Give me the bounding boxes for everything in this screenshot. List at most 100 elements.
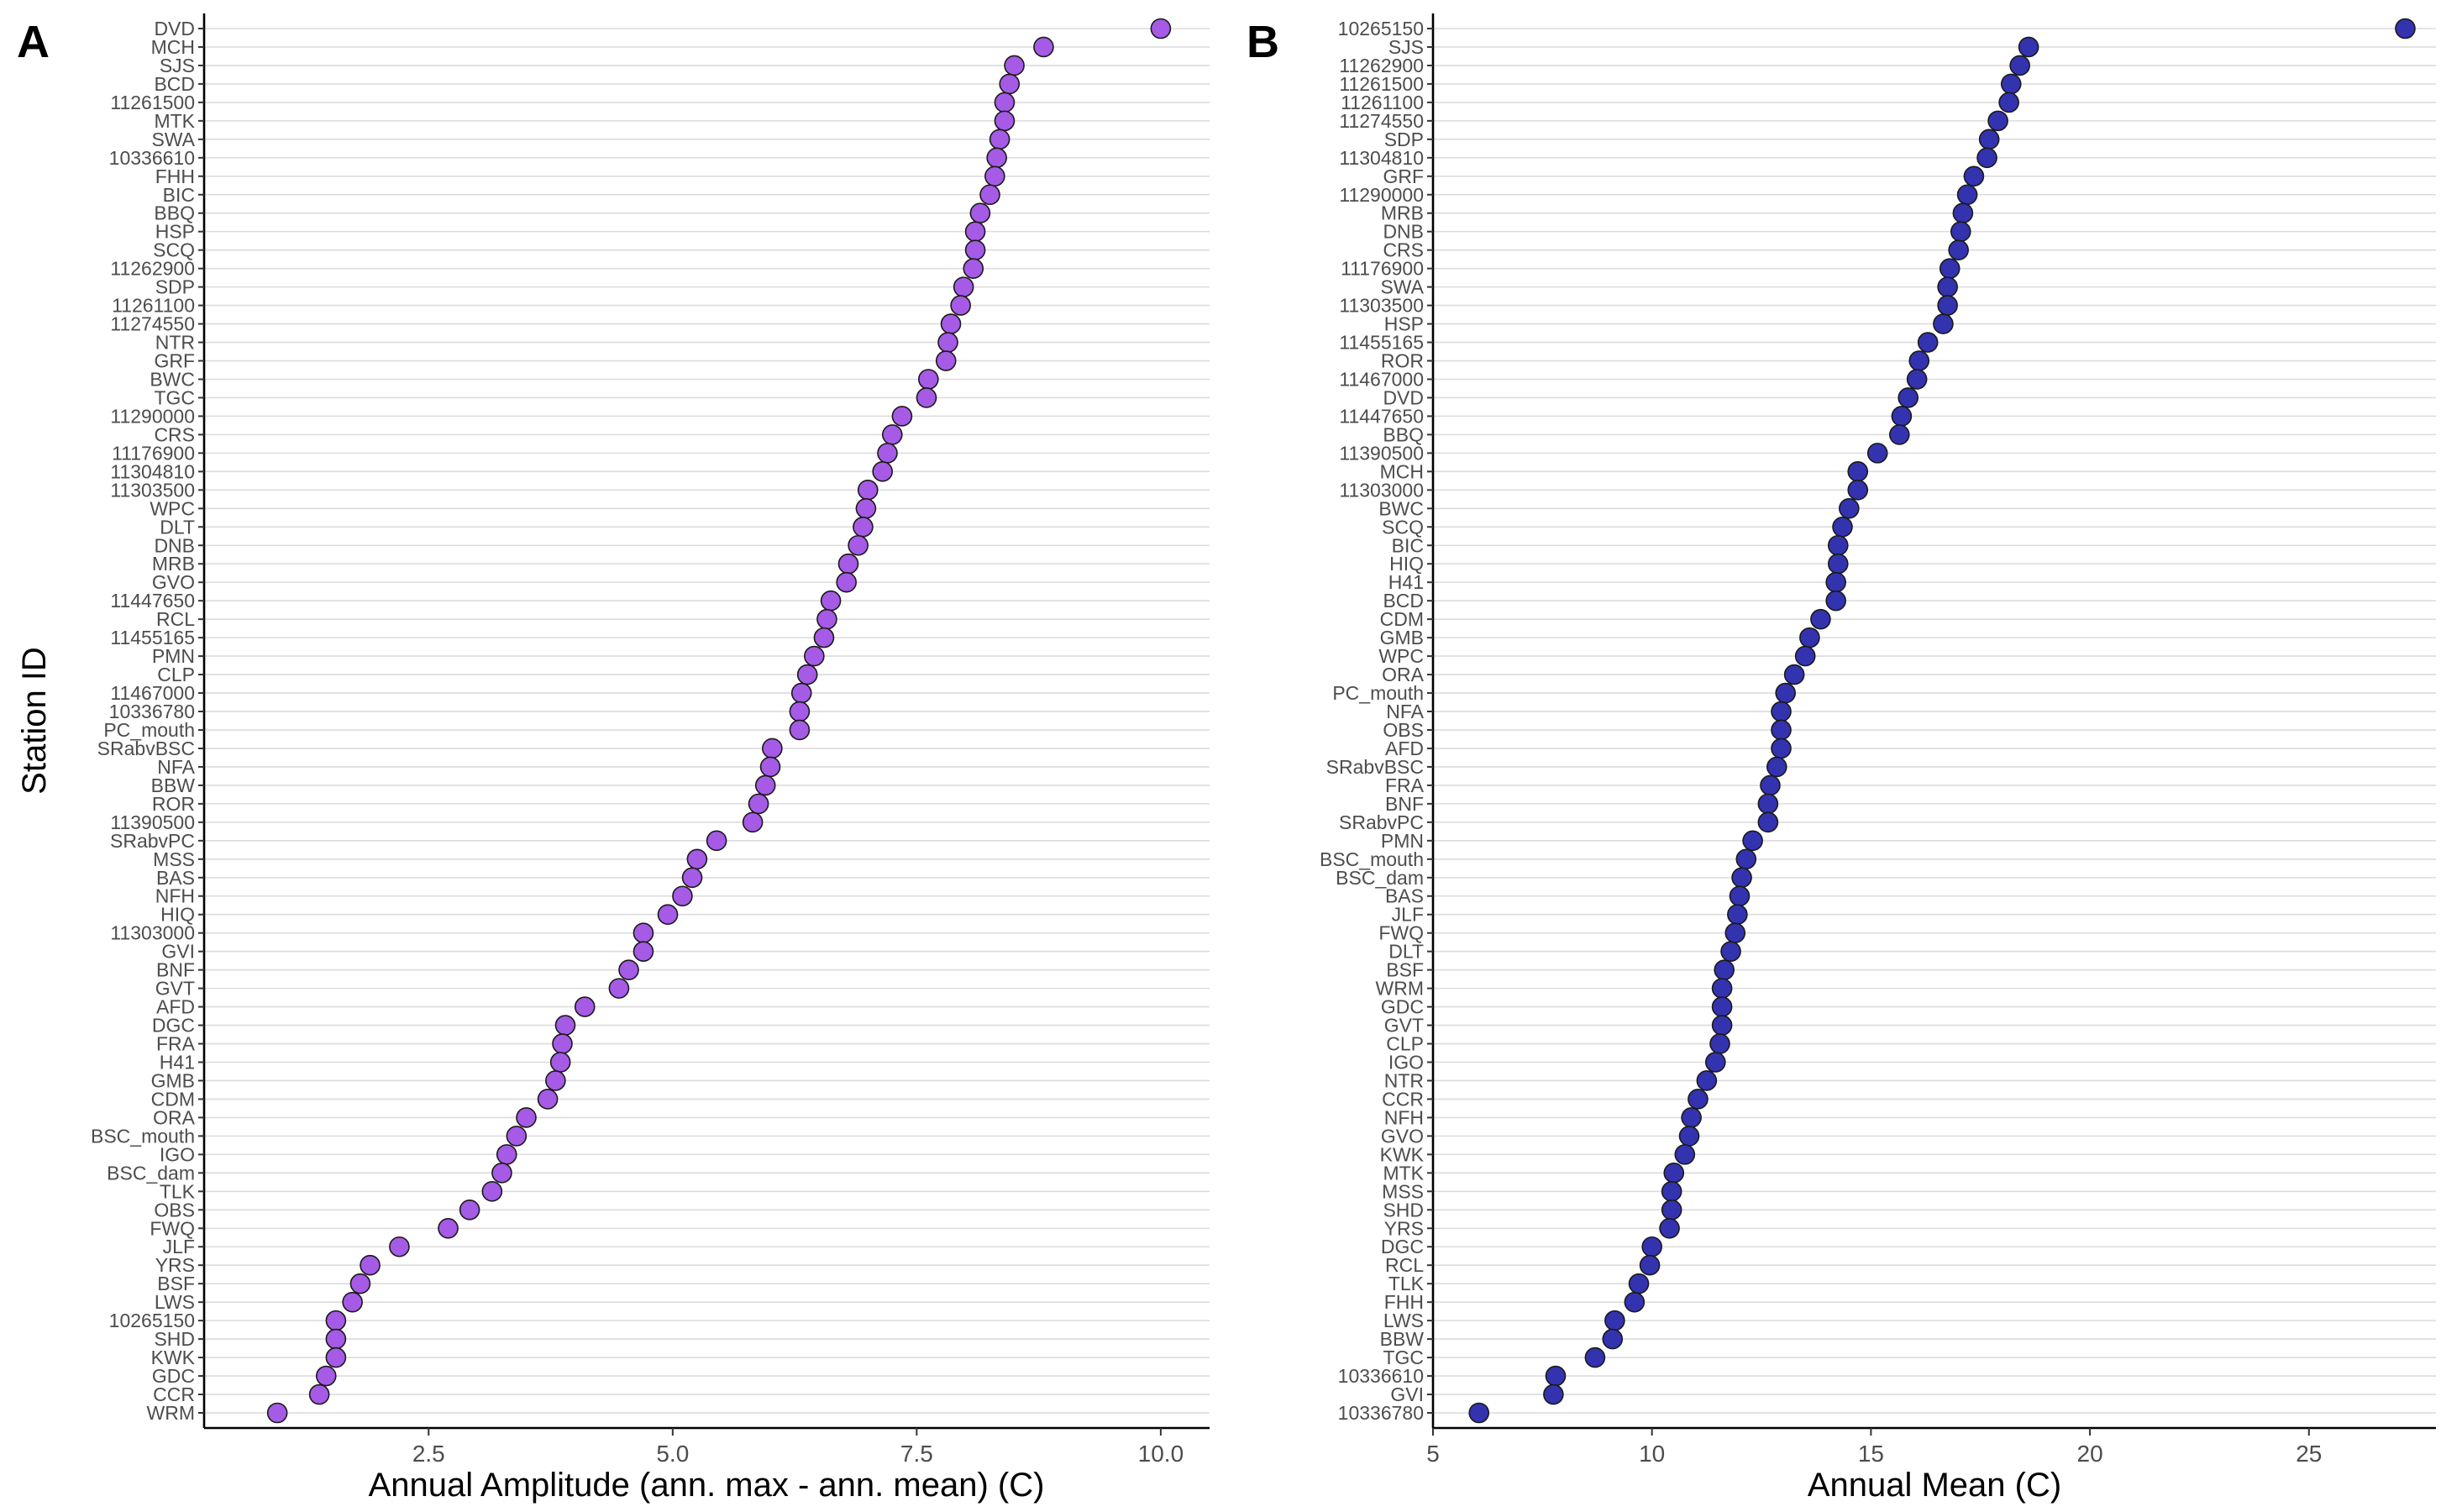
y-tick-label: 11304810	[110, 460, 195, 482]
data-point	[1908, 350, 1930, 371]
y-tick-label: 11176900	[112, 442, 195, 464]
data-point	[1888, 424, 1910, 445]
data-point	[935, 350, 957, 371]
y-tick-label: GVT	[1384, 1015, 1424, 1037]
y-tick-label: GVO	[1381, 1125, 1424, 1147]
data-point	[837, 553, 859, 575]
data-point	[1799, 627, 1820, 648]
data-point	[1933, 313, 1954, 334]
y-tick-label: SHD	[154, 1328, 195, 1350]
y-tick-labels: 10265150SJS11262900112615001126110011274…	[1320, 18, 1433, 1424]
y-tick-label: DNB	[154, 534, 195, 556]
data-point	[1731, 867, 1752, 889]
x-tick-label: 15	[1858, 1441, 1884, 1467]
data-point	[877, 443, 898, 464]
data-point	[759, 756, 781, 778]
data-point	[1150, 18, 1172, 39]
y-tick-label: 11303000	[110, 922, 195, 944]
y-tick-label: ROR	[152, 793, 195, 815]
data-point	[937, 332, 958, 353]
data-point	[969, 202, 991, 224]
y-tick-label: DVD	[1383, 386, 1424, 408]
data-point	[325, 1328, 347, 1350]
y-tick-label: SHD	[1383, 1199, 1424, 1221]
data-point	[496, 1144, 517, 1165]
y-tick-label: CCR	[153, 1383, 195, 1405]
data-point	[1847, 480, 1869, 501]
data-point	[789, 719, 811, 741]
data-point	[796, 664, 818, 685]
data-point	[1771, 701, 1792, 722]
data-point	[2000, 73, 2022, 95]
y-tick-label: 10336780	[109, 701, 195, 722]
y-tick-label: PMN	[1381, 830, 1424, 852]
data-point	[1729, 885, 1751, 907]
y-tick-label: 11390500	[1339, 442, 1424, 464]
data-point	[1956, 184, 1978, 206]
y-tick-label: 11303000	[1339, 479, 1424, 501]
data-point	[706, 830, 727, 852]
data-point	[632, 941, 654, 962]
data-point	[545, 1070, 566, 1091]
data-point	[1661, 1181, 1682, 1202]
y-tick-label: SWA	[1380, 276, 1424, 298]
y-tick-label: BSC_dam	[1336, 867, 1424, 889]
data-point	[1917, 332, 1939, 353]
x-tick-label: 2.5	[412, 1441, 445, 1467]
y-tick-label: MSS	[1382, 1180, 1424, 1202]
x-tick-label: 10.0	[1138, 1441, 1184, 1467]
y-tick-label: AFD	[1385, 738, 1424, 759]
y-tick-label: SDP	[1384, 129, 1424, 150]
y-tick-label: GDC	[152, 1365, 195, 1387]
y-tick-label: SWA	[151, 129, 195, 150]
gridlines	[1433, 28, 2436, 1414]
data-point	[1468, 1402, 1490, 1424]
y-tick-label: GVT	[155, 978, 195, 1000]
data-point	[986, 147, 1007, 169]
data-point	[1839, 498, 1860, 519]
y-tick-label: GMB	[1380, 627, 1424, 648]
data-point	[789, 701, 811, 722]
y-tick-label: DLT	[160, 516, 195, 538]
y-tick-label: NFH	[155, 885, 195, 907]
y-tick-label: 10336780	[1338, 1402, 1424, 1424]
panel-label: B	[1247, 17, 1279, 67]
y-tick-label: SRabvBSC	[97, 738, 195, 759]
y-tick-label: GMB	[151, 1069, 195, 1091]
y-tick-label: NFA	[157, 756, 195, 778]
data-point	[848, 534, 869, 556]
y-tick-label: DGC	[1381, 1236, 1424, 1257]
data-point	[1952, 202, 1974, 224]
data-point	[1987, 110, 2008, 132]
data-point	[742, 811, 764, 833]
data-point	[964, 221, 986, 243]
y-tick-label: WRM	[147, 1402, 195, 1424]
y-tick-label: CLP	[157, 664, 195, 685]
y-axis-title: Station ID	[16, 647, 53, 795]
y-tick-label: YRS	[155, 1254, 195, 1276]
y-tick-label: HIQ	[160, 904, 195, 926]
y-tick-label: FRA	[156, 1033, 196, 1055]
y-tick-label: BNF	[1385, 793, 1424, 815]
data-point	[872, 461, 893, 482]
y-tick-label: BBW	[1380, 1328, 1425, 1350]
data-point	[1825, 590, 1846, 612]
y-tick-label: OBS	[154, 1199, 195, 1221]
x-tick-label: 5.0	[656, 1441, 689, 1467]
data-point	[979, 184, 1000, 206]
y-tick-label: BCD	[1383, 590, 1424, 612]
y-tick-label: BAS	[1385, 885, 1424, 907]
y-tick-label: 11447650	[110, 590, 195, 612]
data-point	[1978, 129, 2000, 150]
data-point	[754, 774, 776, 796]
y-tick-label: 11290000	[1339, 184, 1424, 206]
data-point	[506, 1126, 528, 1147]
y-tick-label: LWS	[1383, 1310, 1424, 1331]
y-tick-label: BSF	[1386, 959, 1424, 981]
data-point	[1757, 811, 1779, 833]
data-point	[963, 258, 984, 279]
y-tick-label: HSP	[155, 221, 195, 243]
data-points	[266, 18, 1172, 1424]
data-point	[989, 129, 1010, 150]
data-point	[681, 867, 703, 889]
